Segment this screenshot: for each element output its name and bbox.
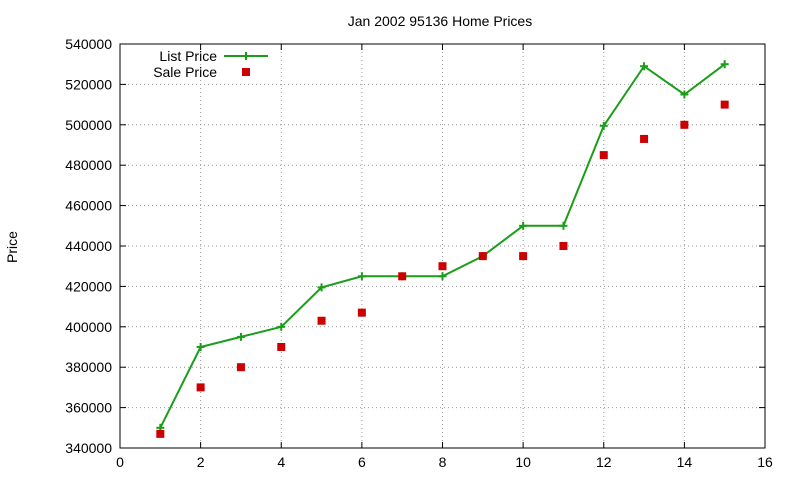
sale-price-point xyxy=(398,272,407,281)
y-tick-label: 360000 xyxy=(65,400,112,416)
list-price-point xyxy=(519,221,528,230)
sale-price-point xyxy=(478,252,487,261)
sale-price-point xyxy=(720,100,729,109)
y-tick-label: 380000 xyxy=(65,359,112,375)
list-price-point xyxy=(317,283,326,292)
sale-price-point xyxy=(640,134,649,143)
y-tick-label: 400000 xyxy=(65,319,112,335)
sale-price-point xyxy=(599,151,608,160)
y-tick-label: 440000 xyxy=(65,238,112,254)
sale-price-point xyxy=(519,252,528,261)
x-tick-label: 4 xyxy=(277,454,285,470)
x-tick-label: 8 xyxy=(439,454,447,470)
sale-price-point xyxy=(196,383,205,392)
x-tick-label: 6 xyxy=(358,454,366,470)
y-tick-label: 420000 xyxy=(65,278,112,294)
sale-price-point xyxy=(156,429,165,438)
list-price-point xyxy=(236,332,245,341)
list-price-point xyxy=(559,221,568,230)
chart-title: Jan 2002 95136 Home Prices xyxy=(348,13,532,29)
y-tick-label: 540000 xyxy=(65,36,112,52)
sale-price-point xyxy=(438,262,447,271)
list-price-point xyxy=(599,121,608,130)
legend-label-0: List Price xyxy=(159,48,217,64)
sale-price-point xyxy=(317,316,326,325)
sale-price-point xyxy=(357,308,366,317)
list-price-point xyxy=(680,90,689,99)
list-price-point xyxy=(640,62,649,71)
x-tick-label: 0 xyxy=(116,454,124,470)
x-tick-label: 16 xyxy=(757,454,773,470)
grid xyxy=(120,44,765,448)
sale-price-point xyxy=(680,120,689,129)
list-price-point xyxy=(720,60,729,69)
x-tick-label: 2 xyxy=(197,454,205,470)
y-tick-label: 500000 xyxy=(65,117,112,133)
list-price-point xyxy=(196,343,205,351)
y-tick-label: 460000 xyxy=(65,198,112,214)
y-tick-label: 340000 xyxy=(65,440,112,456)
y-axis-label: Price xyxy=(4,231,20,263)
list-price-point xyxy=(357,272,366,281)
axes xyxy=(119,43,766,449)
list-price-point xyxy=(438,272,447,281)
x-tick-label: 12 xyxy=(596,454,612,470)
legend-square-marker xyxy=(242,68,250,76)
x-tick-label: 10 xyxy=(515,454,531,470)
x-tick-label: 14 xyxy=(677,454,693,470)
legend-plus-marker xyxy=(242,52,250,60)
sale-price-point xyxy=(277,343,286,351)
list-price-point xyxy=(277,322,286,331)
series xyxy=(156,60,729,438)
sale-price-point xyxy=(559,242,568,250)
tick-labels: 0 2 4 6 8 10 12 14 16 340000 360000 380000 400000 420… xyxy=(65,36,773,470)
legend-label-1: Sale Price xyxy=(153,64,217,80)
sale-price-point xyxy=(236,363,245,372)
y-tick-label: 520000 xyxy=(65,76,112,92)
y-tick-label: 480000 xyxy=(65,157,112,173)
